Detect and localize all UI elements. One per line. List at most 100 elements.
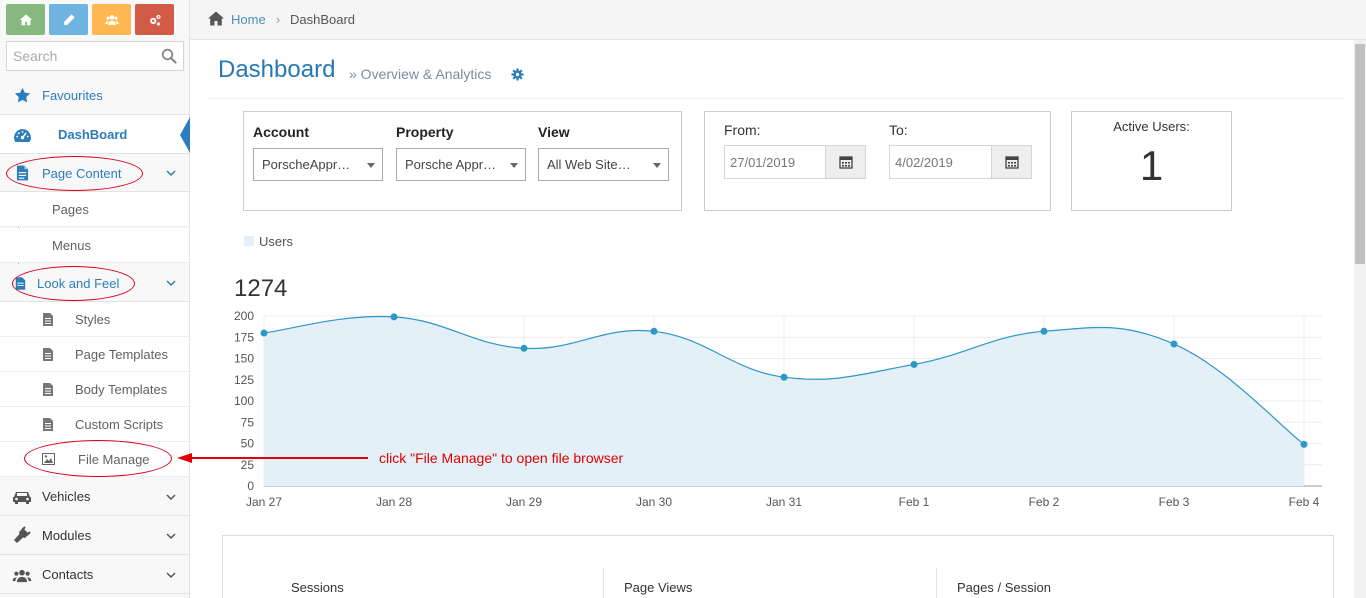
- chart-point[interactable]: [520, 344, 528, 352]
- chevron-down-icon[interactable]: [165, 530, 177, 542]
- view-label: View: [538, 124, 570, 140]
- chart-point[interactable]: [390, 313, 398, 321]
- file-icon: [43, 383, 53, 396]
- chart-point[interactable]: [1300, 440, 1308, 448]
- y-tick-label: 75: [241, 415, 255, 429]
- annotation-ellipse: [6, 156, 143, 191]
- active-users-panel: Active Users: 1: [1071, 111, 1232, 211]
- users-icon: [104, 14, 119, 25]
- y-tick-label: 150: [234, 352, 254, 366]
- property-select[interactable]: Porsche Appr…: [396, 148, 526, 181]
- stat-divider: [936, 568, 937, 598]
- y-tick-label: 0: [247, 479, 254, 493]
- plug-icon: [12, 525, 32, 545]
- pages-per-session-label: Pages / Session: [957, 580, 1051, 595]
- x-tick-label: Feb 1: [899, 495, 930, 509]
- calendar-icon: [1004, 156, 1019, 169]
- sidebar-item-dashboard[interactable]: DashBoard: [0, 115, 190, 154]
- chevron-down-icon[interactable]: [165, 167, 177, 179]
- sidebar-item-favourites[interactable]: Favourites: [0, 76, 189, 115]
- shortcut-edit-button[interactable]: [49, 4, 88, 35]
- chart-point[interactable]: [260, 329, 268, 337]
- breadcrumb-separator: ›: [276, 12, 281, 27]
- chart-point[interactable]: [780, 373, 788, 381]
- sidebar-item-label: Contacts: [42, 567, 94, 582]
- shortcut-users-button[interactable]: [92, 4, 131, 35]
- property-label: Property: [396, 124, 454, 140]
- from-calendar-button[interactable]: [826, 145, 866, 179]
- x-tick-label: Jan 31: [766, 495, 802, 509]
- account-filter-panel: Account PorscheAppr… Property Porsche Ap…: [243, 111, 682, 211]
- chart-point[interactable]: [1040, 327, 1048, 335]
- sidebar-item-label: Favourites: [42, 88, 103, 103]
- breadcrumb-current: DashBoard: [290, 12, 356, 27]
- shortcut-home-button[interactable]: [6, 4, 45, 35]
- sidebar-subitem-styles[interactable]: Styles: [0, 302, 189, 337]
- search-input[interactable]: [7, 42, 157, 70]
- sidebar-item-label: DashBoard: [58, 127, 128, 142]
- from-date-input[interactable]: 27/01/2019: [724, 145, 826, 179]
- breadcrumb-home-link[interactable]: Home: [231, 12, 266, 27]
- chart-point[interactable]: [650, 327, 658, 335]
- sidebar-subitem-label: Custom Scripts: [75, 417, 164, 432]
- y-tick-label: 125: [234, 373, 254, 387]
- x-tick-label: Feb 4: [1289, 495, 1320, 509]
- home-icon: [208, 11, 224, 26]
- home-icon: [19, 13, 32, 25]
- sidebar-subitem-label: Styles: [75, 312, 111, 327]
- account-select[interactable]: PorscheAppr…: [253, 148, 383, 181]
- cogs-icon: [149, 14, 161, 26]
- chart-point[interactable]: [1170, 340, 1178, 348]
- to-label: To:: [889, 122, 908, 138]
- property-select-value: Porsche Appr…: [405, 157, 497, 172]
- sidebar-subitem-custom-scripts[interactable]: Custom Scripts: [0, 407, 189, 442]
- active-indicator: [180, 117, 190, 153]
- sidebar-item-label: Vehicles: [42, 489, 91, 504]
- annotation-ellipse: [12, 266, 135, 301]
- to-calendar-button[interactable]: [992, 145, 1032, 179]
- chart-point[interactable]: [910, 360, 918, 368]
- chevron-down-icon[interactable]: [165, 491, 177, 503]
- users-icon: [12, 565, 32, 585]
- page-subtitle: » Overview & Analytics: [349, 66, 492, 82]
- shortcut-settings-button[interactable]: [135, 4, 174, 35]
- sidebar-subitem-body-templates[interactable]: Body Templates: [0, 372, 189, 407]
- sidebar-subitem-page-templates[interactable]: Page Templates: [0, 337, 189, 372]
- page-header: Dashboard » Overview & Analytics: [209, 40, 1346, 99]
- view-select[interactable]: All Web Site…: [538, 148, 669, 181]
- chevron-down-icon[interactable]: [165, 277, 177, 289]
- sidebar-subitem-label: Body Templates: [75, 382, 168, 397]
- sidebar-subitem-pages[interactable]: Pages: [0, 192, 189, 227]
- sidebar-subitem-label: Page Templates: [75, 347, 168, 362]
- sidebar-subitem-label: Menus: [52, 238, 92, 253]
- dashboard-gauge-icon: [12, 125, 32, 145]
- file-icon: [43, 313, 53, 326]
- y-tick-label: 175: [234, 330, 254, 344]
- view-select-value: All Web Site…: [547, 157, 631, 172]
- y-tick-label: 25: [241, 458, 255, 472]
- legend-label: Users: [259, 234, 293, 249]
- chevron-down-icon[interactable]: [165, 569, 177, 581]
- from-label: From:: [724, 122, 761, 138]
- sidebar-item-contacts[interactable]: Contacts: [0, 555, 189, 594]
- sidebar-item-modules[interactable]: Modules: [0, 516, 189, 555]
- to-date-input[interactable]: 4/02/2019: [889, 145, 992, 179]
- caret-down-icon: [510, 163, 518, 168]
- annotation-text: click "File Manage" to open file browser: [379, 450, 624, 466]
- account-label: Account: [253, 124, 309, 140]
- sidebar-item-label: Modules: [42, 528, 92, 543]
- y-tick-label: 50: [241, 437, 255, 451]
- file-icon: [43, 348, 53, 361]
- x-tick-label: Feb 3: [1159, 495, 1190, 509]
- y-tick-label: 100: [234, 394, 254, 408]
- x-tick-label: Jan 28: [376, 495, 412, 509]
- gear-icon[interactable]: [511, 68, 524, 81]
- active-users-value: 1: [1139, 142, 1164, 189]
- sidebar-item-vehicles[interactable]: Vehicles: [0, 477, 189, 516]
- sidebar-subitem-menus[interactable]: Menus: [0, 228, 189, 263]
- chart-line: [263, 315, 1305, 445]
- scrollbar-thumb[interactable]: [1355, 44, 1365, 264]
- stats-panel: Sessions Page Views Pages / Session: [222, 535, 1334, 598]
- search-icon[interactable]: [161, 48, 177, 64]
- page-views-label: Page Views: [624, 580, 693, 595]
